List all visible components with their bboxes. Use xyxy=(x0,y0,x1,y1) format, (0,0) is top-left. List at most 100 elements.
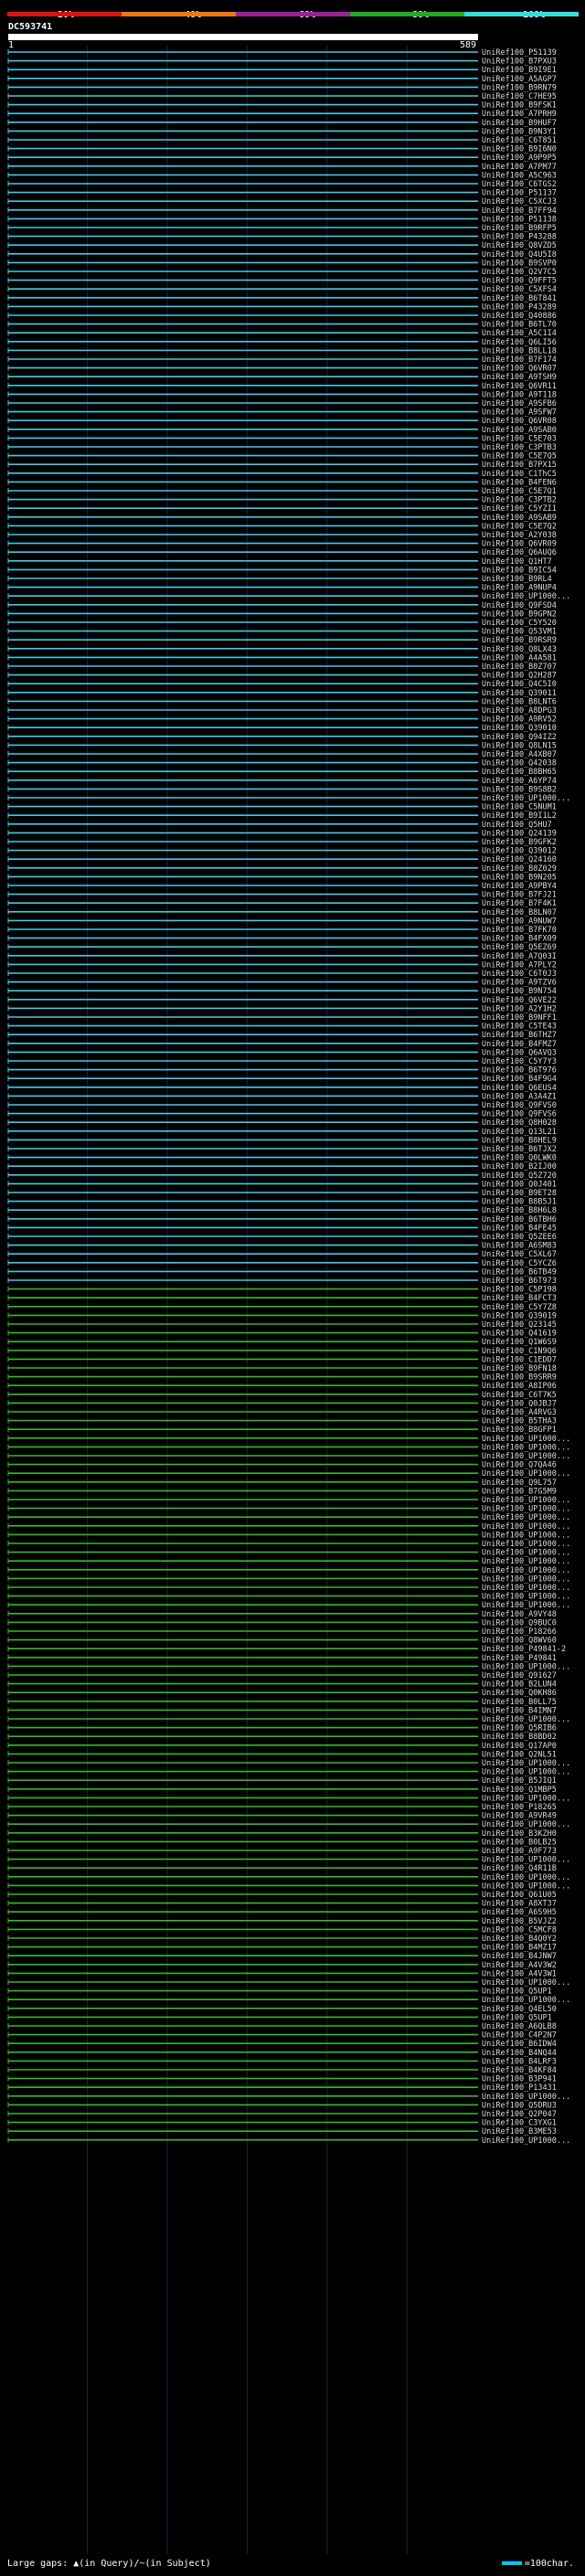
hit-label[interactable]: UniRef100_Q7QA46 xyxy=(482,1461,557,1470)
hit-label[interactable]: UniRef100_B4JNW7 xyxy=(482,1952,557,1961)
hit-label[interactable]: UniRef100_A9SAB0 xyxy=(482,426,557,435)
hit-label[interactable]: UniRef100_C1ThC5 xyxy=(482,470,557,479)
hit-label[interactable]: UniRef100_A6YP74 xyxy=(482,777,557,786)
hit-label[interactable]: UniRef100_Q0JBJ7 xyxy=(482,1399,557,1408)
hit-label[interactable]: UniRef100_B4F9G4 xyxy=(482,1075,557,1084)
hit-label[interactable]: UniRef100_UP1000... xyxy=(482,1531,570,1540)
hit-label[interactable]: UniRef100_B7FF94 xyxy=(482,207,557,216)
hit-label[interactable]: UniRef100_B6TB49 xyxy=(482,1267,557,1277)
hit-label[interactable]: UniRef100_A4A581 xyxy=(482,653,557,663)
hit-label[interactable]: UniRef100_Q2P047 xyxy=(482,2110,557,2119)
hit-label[interactable]: UniRef100_C5E703 xyxy=(482,434,557,443)
hit-label[interactable]: UniRef100_Q8LN15 xyxy=(482,741,557,750)
hit-label[interactable]: UniRef100_B2LUN4 xyxy=(482,1680,557,1690)
hit-label[interactable]: UniRef100_B9FSK1 xyxy=(482,101,557,111)
hit-label[interactable]: UniRef100_P18265 xyxy=(482,1803,557,1812)
hit-label[interactable]: UniRef100_B4FX09 xyxy=(482,935,557,944)
hit-label[interactable]: UniRef100_Q6VR11 xyxy=(482,382,557,391)
hit-label[interactable]: UniRef100_A8IP06 xyxy=(482,1382,557,1391)
hit-label[interactable]: UniRef100_UP1000... xyxy=(482,794,570,803)
hit-label[interactable]: UniRef100_Q0LWK0 xyxy=(482,1154,557,1163)
hit-label[interactable]: UniRef100_A9TZV6 xyxy=(482,979,557,988)
hit-label[interactable]: UniRef100_Q6VR09 xyxy=(482,540,557,549)
hit-label[interactable]: UniRef100_UP1000... xyxy=(482,1557,570,1566)
hit-label[interactable]: UniRef100_A9NUP4 xyxy=(482,584,557,593)
hit-label[interactable]: UniRef100_A2Y1H2 xyxy=(482,1004,557,1013)
hit-label[interactable]: UniRef100_Q9BUC0 xyxy=(482,1618,557,1627)
hit-label[interactable]: UniRef100_A9T118 xyxy=(482,390,557,399)
hit-label[interactable]: UniRef100_A4XB07 xyxy=(482,750,557,759)
hit-label[interactable]: UniRef100_B7G5M9 xyxy=(482,1487,557,1496)
hit-label[interactable]: UniRef100_UP1000... xyxy=(482,1584,570,1593)
hit-label[interactable]: UniRef100_B9RL4 xyxy=(482,575,552,584)
hit-label[interactable]: UniRef100_B8GFP1 xyxy=(482,1426,557,1435)
hit-label[interactable]: UniRef100_B8H6L8 xyxy=(482,1206,557,1215)
hit-label[interactable]: UniRef100_Q8H028 xyxy=(482,1118,557,1128)
hit-label[interactable]: UniRef100_P51139 xyxy=(482,48,557,58)
hit-label[interactable]: UniRef100_C5TE43 xyxy=(482,1023,557,1032)
hit-label[interactable]: UniRef100_UP1000... xyxy=(482,1549,570,1558)
hit-label[interactable]: UniRef100_Q39011 xyxy=(482,689,557,698)
hit-label[interactable]: UniRef100_C5MCF8 xyxy=(482,1925,557,1935)
hit-label[interactable]: UniRef100_Q2H287 xyxy=(482,672,557,681)
hit-label[interactable]: UniRef100_B8Z707 xyxy=(482,663,557,672)
hit-label[interactable]: UniRef100_A6SM83 xyxy=(482,1242,557,1251)
hit-label[interactable]: UniRef100_B4IMN7 xyxy=(482,1706,557,1715)
hit-label[interactable]: UniRef100_A2Y038 xyxy=(482,531,557,540)
hit-label[interactable]: UniRef100_A5AGP7 xyxy=(482,75,557,84)
hit-label[interactable]: UniRef100_B4LRF3 xyxy=(482,2057,557,2066)
hit-label[interactable]: UniRef100_B9FN18 xyxy=(482,1364,557,1373)
hit-label[interactable]: UniRef100_C6T0J3 xyxy=(482,970,557,979)
hit-label[interactable]: UniRef100_UP1000... xyxy=(482,1873,570,1882)
hit-label[interactable]: UniRef100_Q1MBP5 xyxy=(482,1786,557,1795)
hit-label[interactable]: UniRef100_B0LB25 xyxy=(482,1838,557,1847)
hit-label[interactable]: UniRef100_B4MZ17 xyxy=(482,1944,557,1953)
hit-label[interactable]: UniRef100_B8HEL9 xyxy=(482,1136,557,1145)
hit-label[interactable]: UniRef100_Q5ZEE6 xyxy=(482,1233,557,1242)
hit-label[interactable]: UniRef100_UP1000... xyxy=(482,1566,570,1575)
hit-label[interactable]: UniRef100_Q4EL50 xyxy=(482,2005,557,2014)
hit-label[interactable]: UniRef100_UP1000... xyxy=(482,1513,570,1522)
hit-label[interactable]: UniRef100_A9NUW7 xyxy=(482,917,557,926)
hit-label[interactable]: UniRef100_B9N3Y1 xyxy=(482,127,557,136)
hit-label[interactable]: UniRef100_P51137 xyxy=(482,189,557,198)
hit-label[interactable]: UniRef100_P51138 xyxy=(482,215,557,224)
hit-label[interactable]: UniRef100_A4RVG3 xyxy=(482,1408,557,1417)
hit-label[interactable]: UniRef100_Q5HU7 xyxy=(482,821,552,830)
hit-label[interactable]: UniRef100_UP1000... xyxy=(482,1593,570,1602)
hit-label[interactable]: UniRef100_UP1000... xyxy=(482,1435,570,1444)
hit-label[interactable]: UniRef100_C7HE95 xyxy=(482,92,557,101)
hit-label[interactable]: UniRef100_P49841 xyxy=(482,1654,557,1663)
hit-label[interactable]: UniRef100_C1EDD7 xyxy=(482,1355,557,1364)
hit-label[interactable]: UniRef100_Q5DRU3 xyxy=(482,2101,557,2110)
hit-label[interactable]: UniRef100_B7F4K1 xyxy=(482,899,557,908)
hit-label[interactable]: UniRef100_B8LNT6 xyxy=(482,697,557,706)
hit-label[interactable]: UniRef100_UP1000... xyxy=(482,1601,570,1610)
hit-label[interactable]: UniRef100_A9SFB6 xyxy=(482,399,557,408)
hit-label[interactable]: UniRef100_Q1HT7 xyxy=(482,557,552,567)
hit-label[interactable]: UniRef100_C5XCJ3 xyxy=(482,197,557,207)
hit-label[interactable]: UniRef100_UP1000... xyxy=(482,2093,570,2102)
hit-label[interactable]: UniRef100_Q9FFT5 xyxy=(482,277,557,286)
hit-label[interactable]: UniRef100_B9SRR9 xyxy=(482,1373,557,1383)
hit-label[interactable]: UniRef100_A6S9H5 xyxy=(482,1908,557,1917)
hit-label[interactable]: UniRef100_C5E7Q1 xyxy=(482,487,557,496)
hit-label[interactable]: UniRef100_B8BD02 xyxy=(482,1733,557,1742)
hit-label[interactable]: UniRef100_Q8VZD5 xyxy=(482,241,557,250)
hit-label[interactable]: UniRef100_B4KF84 xyxy=(482,2066,557,2075)
hit-label[interactable]: UniRef100_A9SAB9 xyxy=(482,514,557,523)
hit-label[interactable]: UniRef100_B9GFK2 xyxy=(482,838,557,847)
hit-label[interactable]: UniRef100_UP1000... xyxy=(482,1540,570,1549)
hit-label[interactable]: UniRef100_P18266 xyxy=(482,1627,557,1637)
hit-label[interactable]: UniRef100_B7FK70 xyxy=(482,926,557,935)
hit-label[interactable]: UniRef100_Q6EUS4 xyxy=(482,1084,557,1093)
hit-label[interactable]: UniRef100_Q23145 xyxy=(482,1320,557,1330)
hit-label[interactable]: UniRef100_C5XL67 xyxy=(482,1250,557,1259)
hit-label[interactable]: UniRef100_B5THA3 xyxy=(482,1417,557,1426)
hit-label[interactable]: UniRef100_P43289 xyxy=(482,302,557,312)
hit-label[interactable]: UniRef100_UP1000... xyxy=(482,1978,570,1988)
hit-label[interactable]: UniRef100_B6T841 xyxy=(482,294,557,303)
hit-label[interactable]: UniRef100_B4FCT3 xyxy=(482,1294,557,1303)
hit-label[interactable]: UniRef100_Q8WV60 xyxy=(482,1637,557,1646)
hit-label[interactable]: UniRef100_UP1000... xyxy=(482,1715,570,1724)
